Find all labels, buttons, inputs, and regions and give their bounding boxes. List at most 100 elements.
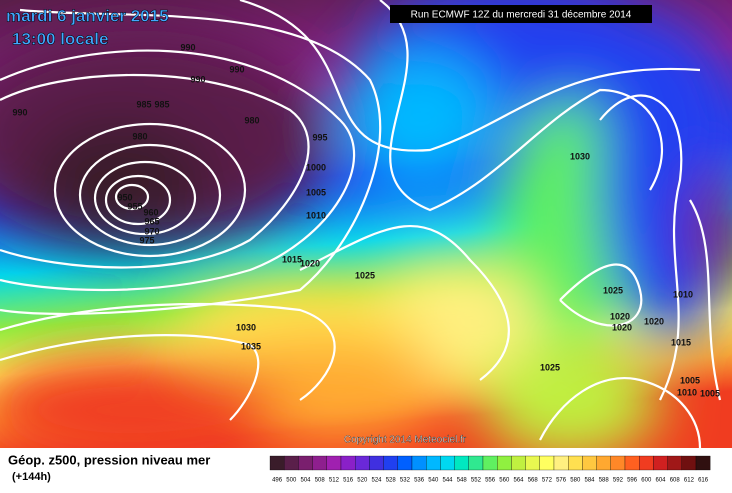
isobar-label: 965 <box>144 216 159 226</box>
isobar-label: 1010 <box>673 289 693 299</box>
isobar-label: 1010 <box>306 210 326 220</box>
legend-label: 504 <box>300 478 311 484</box>
isobar-label: 1020 <box>610 311 630 321</box>
legend-swatch <box>639 455 654 471</box>
legend-swatch <box>340 455 356 471</box>
legend-swatch <box>397 455 413 471</box>
isobar-label: 1020 <box>644 316 664 326</box>
legend-label: 544 <box>442 478 453 484</box>
legend-swatch <box>596 455 611 471</box>
isobar-label: 990 <box>12 107 27 117</box>
isobar-label: 950 <box>117 192 132 202</box>
legend-label: 520 <box>357 478 368 484</box>
legend-label: 536 <box>414 478 425 484</box>
isobar-label: 1025 <box>355 270 375 280</box>
isobar-label: 1030 <box>236 322 256 332</box>
run-info: Run ECMWF 12Z du mercredi 31 décembre 20… <box>411 10 632 21</box>
isobars <box>0 0 720 448</box>
legend-swatch <box>355 455 370 471</box>
legend-label: 556 <box>485 478 496 484</box>
legend-label: 576 <box>556 478 567 484</box>
isobar-label: 995 <box>312 132 327 142</box>
isobar-label: 970 <box>144 226 159 236</box>
legend-swatch <box>411 455 427 471</box>
legend-label: 572 <box>542 478 553 484</box>
legend-swatch <box>695 455 711 471</box>
legend-swatch <box>426 455 441 471</box>
legend-swatch <box>468 455 484 471</box>
legend-swatch <box>610 455 626 471</box>
legend-label: 552 <box>471 478 482 484</box>
isobar-label: 960 <box>143 207 158 217</box>
legend-label: 528 <box>386 478 397 484</box>
isobar-label: 990 <box>190 74 205 84</box>
isobar-label: 1015 <box>282 254 302 264</box>
legend-label: 524 <box>371 478 382 484</box>
isobar-label: 1000 <box>306 162 326 172</box>
legend-swatch <box>482 455 498 471</box>
lead-time: (+144h) <box>12 471 51 483</box>
legend-label: 584 <box>584 478 595 484</box>
isobar-label: 1025 <box>603 285 623 295</box>
isobar-label: 1010 <box>677 387 697 397</box>
color-legend: 496 500 504 508 512 516 520 524 528 532 536 540 544 5… <box>269 455 711 484</box>
isobar-label: 985 <box>154 99 169 109</box>
isobar-label: 990 <box>180 42 195 52</box>
isobar-label: 975 <box>139 235 154 245</box>
legend-swatch <box>284 455 299 471</box>
legend-label: 600 <box>641 478 652 484</box>
legend-swatch <box>582 455 597 471</box>
isobar-label: 1035 <box>241 341 261 351</box>
legend-label: 564 <box>513 478 524 484</box>
isobar-label: 985 <box>136 99 151 109</box>
isobar-label: 990 <box>229 64 244 74</box>
isobar-label: 955 <box>127 201 142 211</box>
legend-swatch <box>497 455 512 471</box>
isobar-label: 1020 <box>300 258 320 268</box>
legend-label: 592 <box>613 478 624 484</box>
isobar-labels: 990 990 990 990 985 985 980 980 995 1000… <box>12 42 720 398</box>
legend-swatch <box>653 455 668 471</box>
legend-label: 580 <box>570 478 581 484</box>
legend-swatch <box>568 455 583 471</box>
legend-label: 508 <box>315 478 326 484</box>
date-title: mardi 6 janvier 2015 <box>6 6 169 25</box>
run-box <box>390 5 652 23</box>
legend-swatch <box>369 455 384 471</box>
legend-swatch <box>383 455 398 471</box>
legend-label: 540 <box>428 478 439 484</box>
legend-swatch <box>539 455 555 471</box>
legend-swatch <box>312 455 327 471</box>
legend-swatch <box>667 455 682 471</box>
legend-label: 548 <box>457 478 468 484</box>
isobar-label: 980 <box>132 131 147 141</box>
legend-swatch <box>269 455 285 471</box>
legend-swatch <box>440 455 455 471</box>
isobar-label: 1005 <box>680 375 700 385</box>
legend-swatch <box>553 455 569 471</box>
isobar-label: 980 <box>244 115 259 125</box>
isobar-label: 1020 <box>612 322 632 332</box>
isobar-label: 1025 <box>540 362 560 372</box>
isobar-label: 1030 <box>570 151 590 161</box>
legend-swatch <box>298 455 313 471</box>
legend-swatch <box>624 455 640 471</box>
legend-swatch <box>326 455 342 471</box>
isobar-label: 1005 <box>306 187 326 197</box>
copyright: Copyright 2014 Meteociel.fr <box>344 435 467 446</box>
legend-label: 516 <box>343 478 354 484</box>
legend-swatch <box>681 455 697 471</box>
map-field <box>0 0 732 465</box>
legend-label: 560 <box>499 478 510 484</box>
legend-label: 604 <box>655 478 666 484</box>
legend-label: 588 <box>599 478 610 484</box>
legend-label: 596 <box>627 478 638 484</box>
legend-label: 512 <box>329 478 340 484</box>
legend-label: 568 <box>528 478 539 484</box>
legend-label: 500 <box>286 478 297 484</box>
legend-swatch <box>454 455 469 471</box>
legend-swatch <box>511 455 526 471</box>
legend-label: 616 <box>698 478 709 484</box>
isobar-label: 1005 <box>700 388 720 398</box>
